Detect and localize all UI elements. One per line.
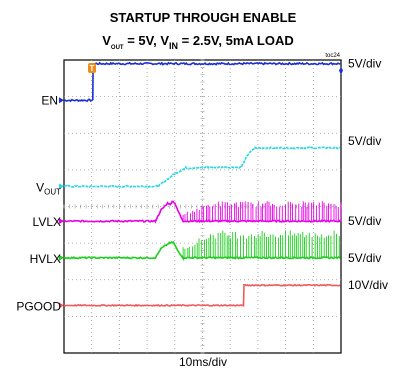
trigger-marker: T (88, 63, 96, 73)
channel-labels: EN VOUT LVLX HVLX PGOOD (16, 66, 343, 313)
channel-label-vout: VOUT (36, 180, 61, 196)
ground-marker-en (59, 97, 64, 104)
traces (63, 61, 342, 307)
channel-label-lvlx: LVLX (33, 215, 61, 229)
channel-scales: 5V/div 5V/div 5V/div 5V/div 10V/div (348, 57, 388, 293)
trace-en (63, 61, 341, 103)
ground-marker-v (59, 183, 64, 190)
chart-subtitle: VOUT = 5V, VIN = 2.5V, 5mA LOAD (102, 33, 294, 51)
trace-hvlx-switching (182, 230, 340, 258)
svg-text:T: T (90, 64, 95, 73)
subtitle-vin-sub: IN (169, 41, 178, 51)
trace-lvlx-switching (182, 201, 342, 222)
subtitle-vout-rest: = 5V, (124, 33, 161, 48)
channel-label-hvlx: HVLX (30, 252, 61, 266)
ground-marker-lvlx (59, 218, 64, 225)
subtitle-vin: V (160, 33, 169, 48)
trace-hvlx (63, 240, 341, 261)
trace-lvlx (63, 200, 341, 224)
channel-scale-vout: 5V/div (348, 134, 381, 148)
trace-pgood (63, 283, 341, 307)
en-right-marker (339, 66, 343, 75)
channel-scale-pgood: 10V/div (348, 278, 388, 292)
channel-label-en: EN (41, 93, 58, 107)
channel-scale-en: 5V/div (348, 57, 381, 71)
subtitle-vout: V (102, 33, 111, 48)
ground-marker-pgood (59, 302, 64, 309)
channel-scale-lvlx: 5V/div (348, 214, 381, 228)
channel-scale-hvlx: 5V/div (348, 251, 381, 265)
channel-label-pgood: PGOOD (16, 299, 61, 313)
ground-marker-hvlx (59, 254, 64, 261)
figure-id: toc24 (325, 53, 340, 59)
trace-vout (63, 146, 341, 189)
subtitle-vout-sub: OUT (111, 45, 124, 51)
x-axis-scale: 10ms/div (179, 355, 227, 369)
chart-title: STARTUP THROUGH ENABLE (110, 10, 297, 25)
subtitle-vin-rest: = 2.5V, 5mA LOAD (178, 33, 294, 48)
